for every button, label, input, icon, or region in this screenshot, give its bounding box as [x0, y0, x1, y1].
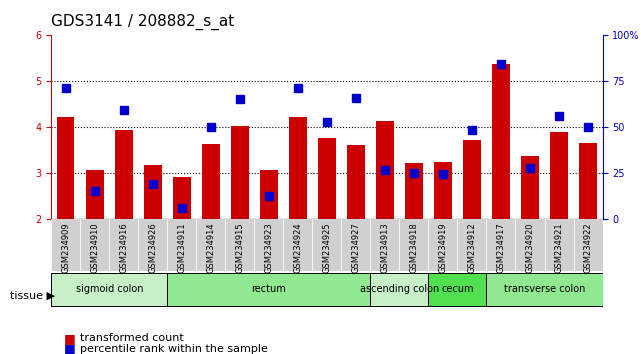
Text: GSM234911: GSM234911	[178, 222, 187, 273]
Text: GSM234909: GSM234909	[62, 222, 71, 273]
FancyBboxPatch shape	[167, 219, 196, 271]
Text: sigmoid colon: sigmoid colon	[76, 284, 143, 295]
FancyBboxPatch shape	[138, 219, 167, 271]
Bar	[115, 130, 133, 219]
FancyBboxPatch shape	[428, 273, 487, 306]
Text: ■: ■	[64, 342, 76, 354]
FancyBboxPatch shape	[283, 219, 312, 271]
Bar	[86, 170, 103, 219]
Text: GSM234917: GSM234917	[497, 222, 506, 273]
Bar	[231, 126, 249, 219]
Bar	[405, 163, 422, 219]
FancyBboxPatch shape	[544, 219, 574, 271]
Text: GSM234912: GSM234912	[467, 222, 476, 273]
Bar	[463, 140, 481, 219]
FancyBboxPatch shape	[51, 219, 80, 271]
FancyBboxPatch shape	[487, 273, 603, 306]
Text: GDS3141 / 208882_s_at: GDS3141 / 208882_s_at	[51, 14, 235, 30]
FancyBboxPatch shape	[254, 219, 283, 271]
Bar	[551, 132, 568, 219]
FancyBboxPatch shape	[342, 219, 370, 271]
Text: GSM234920: GSM234920	[526, 222, 535, 273]
Text: rectum: rectum	[251, 284, 287, 295]
Text: GSM234921: GSM234921	[554, 222, 563, 273]
Bar	[521, 156, 538, 219]
FancyBboxPatch shape	[574, 219, 603, 271]
Text: GSM234925: GSM234925	[322, 222, 331, 273]
Text: percentile rank within the sample: percentile rank within the sample	[80, 344, 268, 354]
Text: GSM234916: GSM234916	[119, 222, 128, 273]
Text: ■: ■	[64, 332, 76, 344]
Text: GSM234910: GSM234910	[90, 222, 99, 273]
Bar	[144, 165, 162, 219]
Text: GSM234919: GSM234919	[438, 222, 447, 273]
FancyBboxPatch shape	[428, 219, 458, 271]
FancyBboxPatch shape	[167, 273, 370, 306]
FancyBboxPatch shape	[399, 219, 428, 271]
Text: GSM234926: GSM234926	[148, 222, 157, 273]
FancyBboxPatch shape	[51, 273, 167, 306]
Bar	[173, 177, 190, 219]
FancyBboxPatch shape	[196, 219, 226, 271]
Text: ascending colon: ascending colon	[360, 284, 439, 295]
Text: GSM234924: GSM234924	[294, 222, 303, 273]
FancyBboxPatch shape	[312, 219, 342, 271]
FancyBboxPatch shape	[515, 219, 544, 271]
Bar	[318, 138, 336, 219]
Text: GSM234918: GSM234918	[410, 222, 419, 273]
Bar	[434, 162, 452, 219]
Bar	[289, 117, 306, 219]
Text: GSM234914: GSM234914	[206, 222, 215, 273]
Text: GSM234913: GSM234913	[381, 222, 390, 273]
Text: GSM234922: GSM234922	[583, 222, 592, 273]
Text: transverse colon: transverse colon	[504, 284, 585, 295]
FancyBboxPatch shape	[226, 219, 254, 271]
Bar	[260, 170, 278, 219]
FancyBboxPatch shape	[370, 273, 428, 306]
Text: GSM234915: GSM234915	[235, 222, 244, 273]
Text: cecum: cecum	[441, 284, 474, 295]
Bar	[202, 143, 220, 219]
Text: transformed count: transformed count	[80, 333, 184, 343]
Text: GSM234927: GSM234927	[351, 222, 360, 273]
FancyBboxPatch shape	[487, 219, 515, 271]
Bar	[57, 117, 74, 219]
Bar	[492, 64, 510, 219]
FancyBboxPatch shape	[80, 219, 110, 271]
FancyBboxPatch shape	[110, 219, 138, 271]
FancyBboxPatch shape	[458, 219, 487, 271]
Text: tissue ▶: tissue ▶	[10, 291, 54, 301]
Bar	[347, 145, 365, 219]
Text: GSM234923: GSM234923	[264, 222, 273, 273]
Bar	[376, 120, 394, 219]
Bar	[579, 143, 597, 219]
FancyBboxPatch shape	[370, 219, 399, 271]
